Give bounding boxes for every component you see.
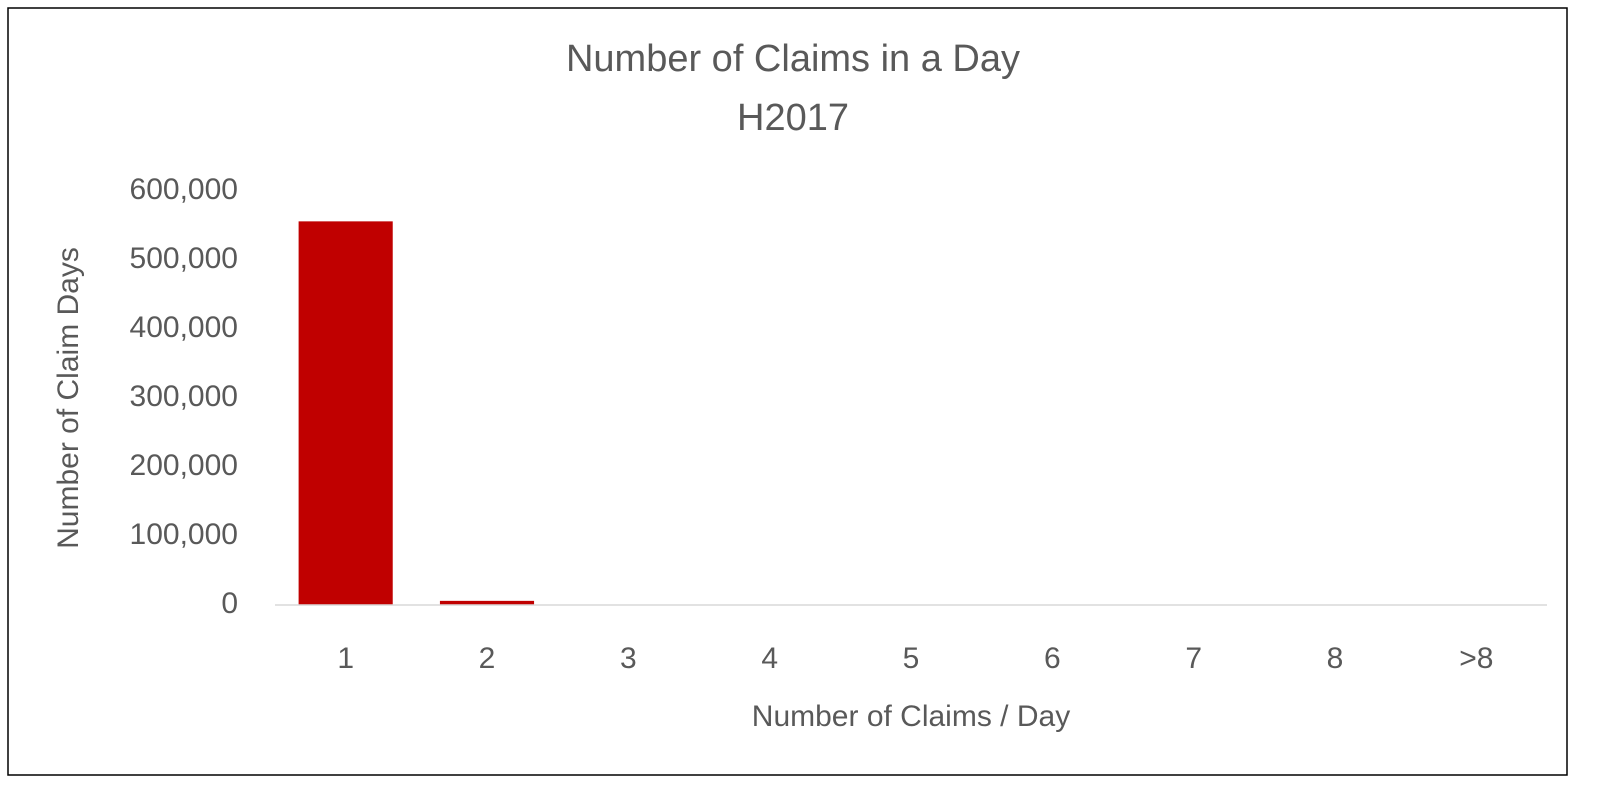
x-tick-label: >8 xyxy=(1459,642,1493,675)
x-tick-label: 6 xyxy=(1044,642,1061,675)
x-tick-label: 5 xyxy=(903,642,920,675)
x-tick-label: 2 xyxy=(479,642,496,675)
x-axis-label: Number of Claims / Day xyxy=(752,700,1070,733)
chart-title: Number of Claims in a Day xyxy=(566,38,1020,80)
y-axis-label: Number of Claim Days xyxy=(52,247,85,549)
y-tick-label: 600,000 xyxy=(130,173,238,206)
x-tick-label: 7 xyxy=(1185,642,1202,675)
y-tick-label: 500,000 xyxy=(130,242,238,275)
y-tick-label: 100,000 xyxy=(130,518,238,551)
x-tick-label: 1 xyxy=(337,642,354,675)
y-tick-label: 200,000 xyxy=(130,449,238,482)
bar xyxy=(298,221,393,606)
chart-subtitle: H2017 xyxy=(737,97,849,139)
y-tick-label: 0 xyxy=(221,587,238,620)
y-tick-label: 300,000 xyxy=(130,380,238,413)
x-tick-label: 8 xyxy=(1327,642,1344,675)
chart-border xyxy=(7,7,1568,776)
y-tick-label: 400,000 xyxy=(130,311,238,344)
x-tick-label: 4 xyxy=(761,642,778,675)
bar xyxy=(439,600,535,605)
x-tick-label: 3 xyxy=(620,642,637,675)
